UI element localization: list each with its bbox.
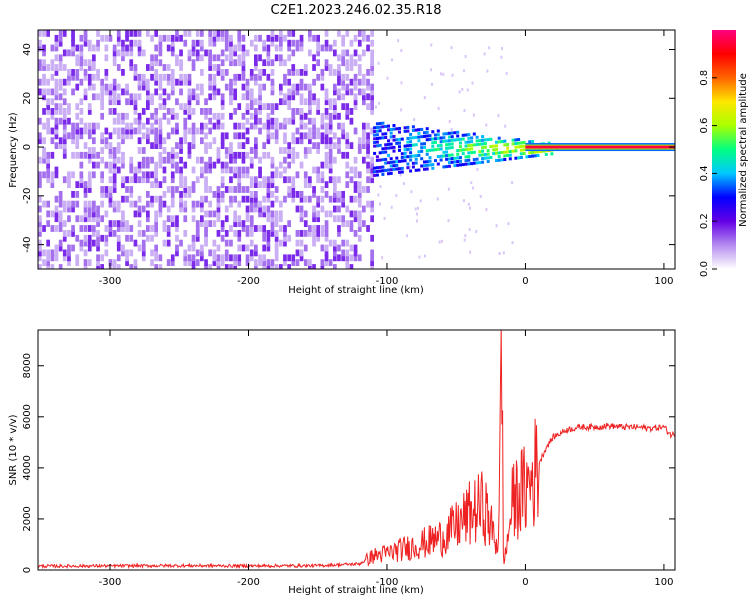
- y-tick-label: -20: [22, 188, 33, 204]
- spectrogram-y-label: Frequency (Hz): [8, 112, 19, 188]
- colorbar-gradient: [712, 30, 736, 269]
- spectrogram-x-label: Height of straight line (km): [288, 285, 424, 296]
- snr-line-series: [38, 330, 675, 570]
- x-tick-label: -300: [99, 276, 122, 287]
- colorbar-tick-label: 0.4: [699, 165, 710, 181]
- snr-x-ticks: -300 -200 -100 0 100: [99, 330, 673, 588]
- snr-y-label: SNR (10 * v/v): [8, 414, 19, 485]
- colorbar-label: Normalized spectral amplitude: [738, 73, 749, 227]
- y-tick-label: 2000: [22, 506, 33, 531]
- snr-x-label: Height of straight line (km): [288, 585, 424, 596]
- colorbar-tick-label: 0.0: [699, 261, 710, 277]
- x-tick-label: 0: [522, 276, 528, 287]
- colorbar-tick-label: 0.6: [699, 118, 710, 134]
- spectrogram-x-ticks: -300 -200 -100 0 100: [99, 30, 673, 287]
- colorbar-tick-label: 0.2: [699, 213, 710, 229]
- spectrogram-heatmap: [38, 30, 675, 269]
- x-tick-label: 100: [654, 276, 673, 287]
- figure-title: C2E1.2023.246.02.35.R18: [270, 3, 441, 18]
- y-tick-label: 20: [22, 92, 33, 105]
- y-tick-label: 8000: [22, 353, 33, 378]
- x-tick-label: 100: [654, 577, 673, 588]
- x-tick-label: -100: [376, 276, 399, 287]
- colorbar-tick-label: 0.8: [699, 70, 710, 86]
- x-tick-label: 0: [522, 577, 528, 588]
- colorbar: 0.0 0.2 0.4 0.6 0.8 Normalized spectral ampl…: [699, 30, 749, 277]
- x-tick-label: -200: [237, 577, 260, 588]
- x-tick-label: -300: [99, 577, 122, 588]
- y-tick-label: 6000: [22, 404, 33, 429]
- y-tick-label: 0: [22, 567, 33, 573]
- snr-line: [38, 330, 675, 570]
- y-tick-label: 0: [22, 144, 33, 150]
- snr-frame: [37, 329, 676, 571]
- snr-y-ticks: 0 2000 4000 6000 8000: [22, 353, 675, 573]
- colorbar-ticks: 0.0 0.2 0.4 0.6 0.8: [699, 70, 717, 277]
- y-tick-label: 40: [22, 43, 33, 56]
- x-tick-label: -100: [376, 577, 399, 588]
- spectrogram-frame: [37, 29, 676, 270]
- y-tick-label: 4000: [22, 455, 33, 480]
- y-tick-label: -40: [22, 236, 33, 252]
- spectrogram-y-ticks: -40 -20 0 20 40: [22, 43, 675, 253]
- x-tick-label: -200: [237, 276, 260, 287]
